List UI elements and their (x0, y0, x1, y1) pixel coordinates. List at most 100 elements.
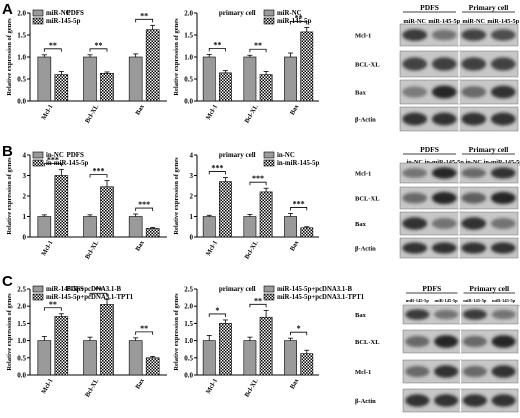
significance-bracket (89, 292, 108, 297)
bar (219, 72, 232, 102)
significance-bracket (208, 47, 226, 52)
legend-label: miR-145-5p+pcDNA3.1-B (277, 286, 353, 293)
significance-label: ** (49, 300, 57, 309)
y-tick-label: 4 (190, 152, 194, 160)
blot-band (431, 112, 457, 126)
blot-band (402, 57, 428, 71)
blot-band (402, 112, 428, 126)
bar (145, 357, 160, 376)
blot-band (461, 192, 487, 204)
blot-band (490, 85, 516, 99)
blot-protein-label: Mcl-1 (355, 171, 371, 178)
blot-protein-label: Bax (355, 312, 367, 319)
blot-band (461, 217, 487, 230)
blot-lane-label: miR-NC (462, 18, 485, 25)
blot-band (405, 335, 430, 348)
blot-lane-label: in-miR-145-5p (425, 159, 465, 166)
panel-label: B (2, 143, 13, 160)
blot-group-label: Primary cell (469, 145, 509, 154)
legend-swatch (32, 293, 44, 301)
blot-group-label: Primary cell (469, 284, 509, 293)
blot-protein-label: Bax (355, 90, 367, 97)
bar (100, 72, 114, 102)
chart-title: primary cell (219, 151, 256, 159)
significance-label: *** (211, 164, 223, 173)
category-label: Bcl-XL (244, 239, 261, 261)
significance-label: * (215, 306, 219, 315)
legend-swatch (263, 151, 275, 159)
category-label: Bax (289, 103, 301, 117)
significance-bracket (208, 313, 226, 317)
significance-label: * (297, 324, 301, 333)
y-axis-label: Relative expression of genes (6, 18, 13, 96)
y-tick-label: 0.0 (184, 98, 193, 106)
legend-swatch (32, 9, 44, 17)
panel-label: A (2, 1, 13, 18)
significance-bracket (43, 162, 62, 167)
legend-swatch (263, 17, 275, 25)
blot-band (431, 167, 457, 179)
legend-swatch (263, 285, 275, 293)
blot-band (461, 86, 487, 98)
y-tick-label: 1.0 (17, 54, 26, 62)
blot-band (405, 365, 430, 378)
blot-band (405, 309, 430, 320)
blot-band (462, 309, 487, 320)
y-tick-label: 1.5 (184, 32, 193, 40)
blot-band (461, 242, 487, 254)
category-label: Mcl-1 (205, 378, 219, 396)
significance-bracket (135, 331, 154, 335)
legend-swatch (32, 17, 44, 25)
significance-label: *** (252, 174, 264, 183)
blot-lane-label: miR-145-5p (428, 18, 460, 25)
significance-bracket (89, 174, 108, 178)
blot-band (491, 365, 516, 378)
y-tick-label: 0 (190, 234, 194, 242)
blot-band (434, 394, 459, 407)
category-label: Bax (289, 239, 301, 253)
y-tick-label: 1.0 (184, 337, 193, 345)
blot-band (402, 168, 428, 178)
blot-band (431, 29, 457, 41)
bar-chart: 0.0 0.5 1.0 1.5 2.0 2.5 Relative expression of… (173, 285, 365, 399)
significance-bracket (208, 171, 226, 175)
y-tick-label: 2.0 (184, 10, 193, 18)
y-tick-label: 2 (190, 193, 194, 201)
y-tick-label: 4 (23, 152, 27, 160)
y-axis-label: Relative expression of genes (6, 157, 13, 235)
legend-swatch (32, 159, 44, 167)
category-label: Bax (289, 377, 301, 391)
y-tick-label: 1.0 (184, 54, 193, 62)
blot-lane-label: miR-145-5p (463, 298, 487, 303)
significance-label: *** (47, 155, 59, 164)
blot-protein-label: BCL-XL (355, 62, 380, 69)
blot-band (402, 192, 428, 204)
y-tick-label: 2.0 (17, 303, 26, 311)
blot-band (431, 57, 457, 71)
blot-lane-label: in-NC (466, 159, 483, 166)
blot-group-label: Primary cell (469, 3, 509, 12)
significance-bracket (43, 48, 62, 52)
bar (284, 340, 297, 376)
bar-chart: 0 1 2 3 4 Relative expression of genes PDFSin-… (6, 151, 167, 261)
bar (128, 216, 143, 238)
y-tick-label: 1 (190, 213, 194, 221)
blot-band (461, 112, 487, 126)
bar (37, 56, 52, 102)
significance-label: ** (254, 296, 262, 305)
significance-label: *** (293, 199, 305, 208)
bar-chart: 0.0 0.5 1.0 1.5 2.0 Relative expression of ge… (173, 9, 319, 125)
y-tick-label: 1 (23, 213, 27, 221)
bar (300, 353, 314, 376)
category-label: Bax (134, 239, 146, 253)
legend-swatch (263, 9, 275, 17)
bar (259, 191, 273, 238)
bar (145, 29, 160, 102)
bar (243, 340, 257, 376)
bar (54, 175, 69, 238)
blot-band (402, 86, 428, 98)
significance-label: ** (95, 41, 103, 50)
